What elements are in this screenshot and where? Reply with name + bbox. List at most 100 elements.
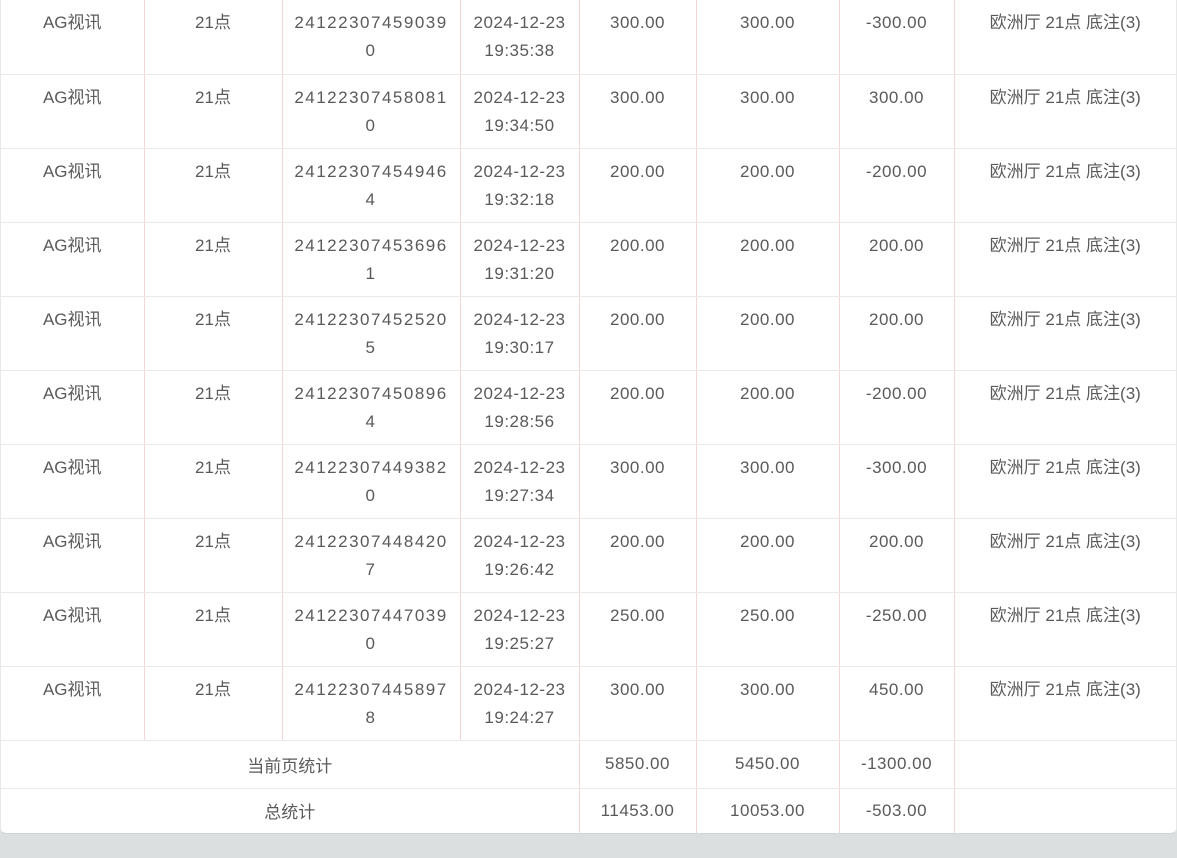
order-no-text: 241223074549464 <box>294 161 448 209</box>
cell-bet-time: 2024-12-23 19:30:17 <box>460 296 580 371</box>
cell-game: 21点 <box>144 74 283 149</box>
table-row: AG视讯 21点 241223074458978 2024-12-23 19:2… <box>1 666 1176 741</box>
cell-detail: 欧洲厅 21点 底注(3) <box>954 370 1176 445</box>
order-no-text: 241223074580810 <box>294 87 448 135</box>
total-stats-valid-bet-total: 10053.00 <box>696 788 840 833</box>
cell-order-no: 241223074590390 <box>282 0 461 75</box>
cell-win-loss: 200.00 <box>839 296 955 371</box>
cell-win-loss: -200.00 <box>839 370 955 445</box>
cell-game: 21点 <box>144 666 283 741</box>
page-stats-row: 当前页统计 5850.00 5450.00 -1300.00 <box>1 740 1176 789</box>
cell-valid-bet: 200.00 <box>696 370 840 445</box>
cell-game: 21点 <box>144 592 283 667</box>
total-stats-row: 总统计 11453.00 10053.00 -503.00 <box>1 788 1176 833</box>
page-stats-bet-total: 5850.00 <box>579 740 697 789</box>
cell-bet-time: 2024-12-23 19:31:20 <box>460 222 580 297</box>
cell-platform: AG视讯 <box>1 370 145 445</box>
cell-bet-amount: 300.00 <box>579 444 697 519</box>
cell-bet-time: 2024-12-23 19:32:18 <box>460 148 580 223</box>
cell-win-loss: -200.00 <box>839 148 955 223</box>
order-no-text: 241223074525205 <box>294 309 448 357</box>
table-row: AG视讯 21点 241223074525205 2024-12-23 19:3… <box>1 296 1176 371</box>
cell-platform: AG视讯 <box>1 0 145 75</box>
order-no-text: 241223074508964 <box>294 383 448 431</box>
cell-valid-bet: 200.00 <box>696 222 840 297</box>
bet-time-text: 2024-12-23 19:27:34 <box>473 457 566 505</box>
cell-platform: AG视讯 <box>1 74 145 149</box>
bet-time-text: 2024-12-23 19:24:27 <box>473 679 566 727</box>
cell-valid-bet: 300.00 <box>696 666 840 741</box>
cell-valid-bet: 200.00 <box>696 296 840 371</box>
page-stats-win-loss-total: -1300.00 <box>839 740 955 789</box>
cell-detail: 欧洲厅 21点 底注(3) <box>954 444 1176 519</box>
cell-detail: 欧洲厅 21点 底注(3) <box>954 74 1176 149</box>
order-no-text: 241223074470390 <box>294 605 448 653</box>
order-no-text: 241223074458978 <box>294 679 448 727</box>
bet-time-text: 2024-12-23 19:26:42 <box>473 531 566 579</box>
page-stats-label: 当前页统计 <box>1 740 580 789</box>
cell-bet-amount: 250.00 <box>579 592 697 667</box>
cell-order-no: 241223074458978 <box>282 666 461 741</box>
cell-game: 21点 <box>144 444 283 519</box>
cell-platform: AG视讯 <box>1 518 145 593</box>
order-no-text: 241223074493820 <box>294 457 448 505</box>
total-stats-win-loss-total: -503.00 <box>839 788 955 833</box>
table-row: AG视讯 21点 241223074508964 2024-12-23 19:2… <box>1 370 1176 445</box>
table-body: AG视讯 21点 241223074590390 2024-12-23 19:3… <box>1 0 1176 741</box>
cell-detail: 欧洲厅 21点 底注(3) <box>954 148 1176 223</box>
bet-time-text: 2024-12-23 19:28:56 <box>473 383 566 431</box>
cell-win-loss: 200.00 <box>839 518 955 593</box>
cell-bet-amount: 300.00 <box>579 0 697 75</box>
cell-order-no: 241223074549464 <box>282 148 461 223</box>
cell-game: 21点 <box>144 222 283 297</box>
cell-win-loss: 300.00 <box>839 74 955 149</box>
cell-win-loss: 200.00 <box>839 222 955 297</box>
cell-platform: AG视讯 <box>1 148 145 223</box>
cell-platform: AG视讯 <box>1 444 145 519</box>
cell-win-loss: -250.00 <box>839 592 955 667</box>
cell-order-no: 241223074536961 <box>282 222 461 297</box>
table-row: AG视讯 21点 241223074580810 2024-12-23 19:3… <box>1 74 1176 149</box>
cell-bet-time: 2024-12-23 19:28:56 <box>460 370 580 445</box>
cell-detail: 欧洲厅 21点 底注(3) <box>954 222 1176 297</box>
cell-order-no: 241223074580810 <box>282 74 461 149</box>
cell-platform: AG视讯 <box>1 296 145 371</box>
table-row: AG视讯 21点 241223074536961 2024-12-23 19:3… <box>1 222 1176 297</box>
total-stats-detail-empty <box>954 788 1176 833</box>
bet-time-text: 2024-12-23 19:31:20 <box>473 235 566 283</box>
cell-platform: AG视讯 <box>1 592 145 667</box>
cell-order-no: 241223074525205 <box>282 296 461 371</box>
cell-order-no: 241223074470390 <box>282 592 461 667</box>
cell-detail: 欧洲厅 21点 底注(3) <box>954 518 1176 593</box>
cell-detail: 欧洲厅 21点 底注(3) <box>954 592 1176 667</box>
cell-detail: 欧洲厅 21点 底注(3) <box>954 0 1176 75</box>
cell-platform: AG视讯 <box>1 666 145 741</box>
total-stats-label: 总统计 <box>1 788 580 833</box>
cell-platform: AG视讯 <box>1 222 145 297</box>
bet-time-text: 2024-12-23 19:32:18 <box>473 161 566 209</box>
cell-bet-amount: 200.00 <box>579 222 697 297</box>
cell-bet-time: 2024-12-23 19:25:27 <box>460 592 580 667</box>
cell-order-no: 241223074493820 <box>282 444 461 519</box>
order-no-text: 241223074536961 <box>294 235 448 283</box>
cell-bet-time: 2024-12-23 19:34:50 <box>460 74 580 149</box>
cell-bet-amount: 300.00 <box>579 74 697 149</box>
cell-win-loss: -300.00 <box>839 444 955 519</box>
cell-valid-bet: 200.00 <box>696 148 840 223</box>
records-card: AG视讯 21点 241223074590390 2024-12-23 19:3… <box>0 0 1177 834</box>
cell-detail: 欧洲厅 21点 底注(3) <box>954 296 1176 371</box>
cell-win-loss: -300.00 <box>839 0 955 75</box>
cell-game: 21点 <box>144 370 283 445</box>
cell-valid-bet: 300.00 <box>696 444 840 519</box>
total-stats-bet-total: 11453.00 <box>579 788 697 833</box>
bet-time-text: 2024-12-23 19:34:50 <box>473 87 566 135</box>
cell-bet-time: 2024-12-23 19:24:27 <box>460 666 580 741</box>
order-no-text: 241223074590390 <box>294 13 448 60</box>
cell-valid-bet: 300.00 <box>696 74 840 149</box>
cell-bet-amount: 200.00 <box>579 296 697 371</box>
bet-time-text: 2024-12-23 19:25:27 <box>473 605 566 653</box>
page-stats-detail-empty <box>954 740 1176 789</box>
page-stats-valid-bet-total: 5450.00 <box>696 740 840 789</box>
cell-win-loss: 450.00 <box>839 666 955 741</box>
cell-order-no: 241223074508964 <box>282 370 461 445</box>
